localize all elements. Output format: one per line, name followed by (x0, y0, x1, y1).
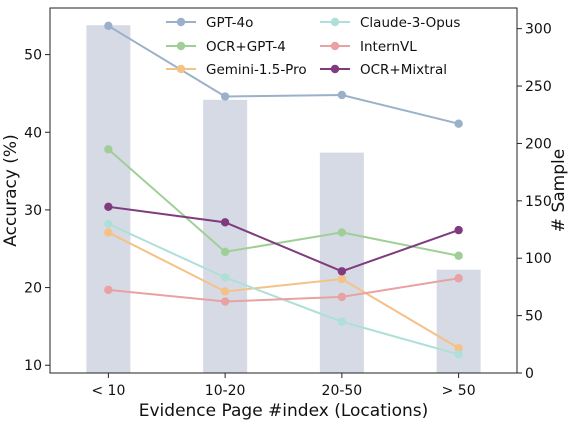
data-point-ocr-gpt-4 (454, 251, 463, 260)
legend-item-gemini-1-5-pro: Gemini-1.5-Pro (166, 62, 307, 78)
y2-tick-label: 100 (525, 251, 552, 267)
legend-item-internvl: InternVL (320, 39, 417, 55)
legend-label: OCR+Mixtral (360, 62, 447, 78)
x-tick-label: > 50 (442, 383, 476, 399)
y2-tick-label: 0 (525, 366, 534, 382)
data-point-claude-3-opus (220, 273, 230, 282)
data-point-gemini-1-5-pro (337, 274, 347, 284)
data-point-ocr-mixtral (220, 218, 230, 227)
legend-label: Gemini-1.5-Pro (206, 62, 307, 78)
y2-tick-label: 200 (525, 136, 552, 152)
axes-layer: 10 20 30 40 50 0 50 100 150 200 250 300 < 10 10-20 20-… (24, 7, 552, 399)
plot-frame (49, 7, 518, 374)
data-point-gemini-1-5-pro (104, 228, 113, 237)
data-point-ocr-gpt-4 (220, 247, 230, 257)
y2-tick-label: 300 (525, 22, 552, 38)
data-point-internvl (337, 292, 347, 302)
legend-swatch-marker (176, 64, 186, 74)
legend-swatch-marker (176, 17, 186, 27)
y2-axis-title: # Sample (549, 149, 569, 232)
y-tick-label: 10 (24, 358, 42, 374)
legend-label: OCR+GPT-4 (206, 39, 286, 55)
data-point-gpt-4o (220, 92, 230, 101)
data-point-ocr-mixtral (454, 225, 463, 235)
legend: GPT-4o OCR+GPT-4 Gemini-1.5-Pro Claude-3-Op… (166, 15, 460, 78)
legend-swatch-marker (330, 64, 340, 74)
y-axis-title: Accuracy (%) (1, 134, 21, 246)
legend-item-claude-3-opus: Claude-3-Opus (320, 15, 460, 31)
data-point-gemini-1-5-pro (220, 287, 230, 296)
series-line-ocr-mixtral (108, 205, 459, 273)
legend-label: GPT-4o (206, 15, 253, 31)
x-axis-title: Evidence Page #index (Locations) (139, 401, 429, 421)
legend-label: Claude-3-Opus (360, 15, 460, 31)
legend-swatch-marker (330, 17, 340, 27)
sample-bar (319, 152, 364, 373)
lines-layer (104, 21, 463, 359)
sample-bar (203, 99, 248, 373)
y2-tick-label: 250 (525, 79, 552, 95)
legend-swatch-marker (330, 41, 340, 51)
y-tick-label: 30 (24, 203, 42, 219)
series-line-gpt-4o (107, 25, 459, 125)
data-point-gpt-4o (454, 119, 463, 128)
data-point-gpt-4o (104, 21, 113, 31)
series-line-gemini-1-5-pro (107, 231, 460, 350)
data-point-ocr-mixtral (104, 202, 113, 212)
legend-label: InternVL (360, 39, 417, 55)
data-point-ocr-gpt-4 (337, 228, 347, 237)
data-point-claude-3-opus (337, 317, 347, 326)
data-point-internvl (220, 297, 230, 306)
x-tick-label: 20-50 (322, 383, 363, 399)
y2-tick-label: 50 (525, 309, 543, 325)
data-point-gemini-1-5-pro (454, 343, 463, 353)
series-line-claude-3-opus (107, 222, 459, 356)
data-point-claude-3-opus (454, 350, 463, 359)
series-line-ocr-gpt-4 (107, 148, 459, 257)
x-tick-label: < 10 (91, 383, 125, 399)
data-point-internvl (104, 285, 113, 295)
data-point-claude-3-opus (104, 219, 113, 229)
legend-item-gpt-4o: GPT-4o (166, 15, 253, 31)
x-tick-label: 10-20 (205, 383, 246, 399)
legend-swatch-marker (176, 41, 186, 51)
y-tick-label: 20 (24, 281, 42, 297)
y-tick-label: 50 (24, 48, 42, 64)
series-line-internvl (108, 277, 459, 303)
legend-item-ocr-mixtral: OCR+Mixtral (320, 62, 447, 78)
data-point-gpt-4o (337, 90, 347, 100)
data-point-ocr-mixtral (337, 267, 347, 276)
y-tick-label: 40 (24, 125, 42, 141)
y2-tick-label: 150 (525, 194, 552, 210)
data-point-ocr-gpt-4 (104, 145, 113, 154)
sample-bar (86, 25, 131, 374)
data-point-internvl (454, 274, 463, 283)
bars-layer (86, 25, 481, 374)
legend-item-ocr-gpt-4: OCR+GPT-4 (166, 39, 286, 55)
